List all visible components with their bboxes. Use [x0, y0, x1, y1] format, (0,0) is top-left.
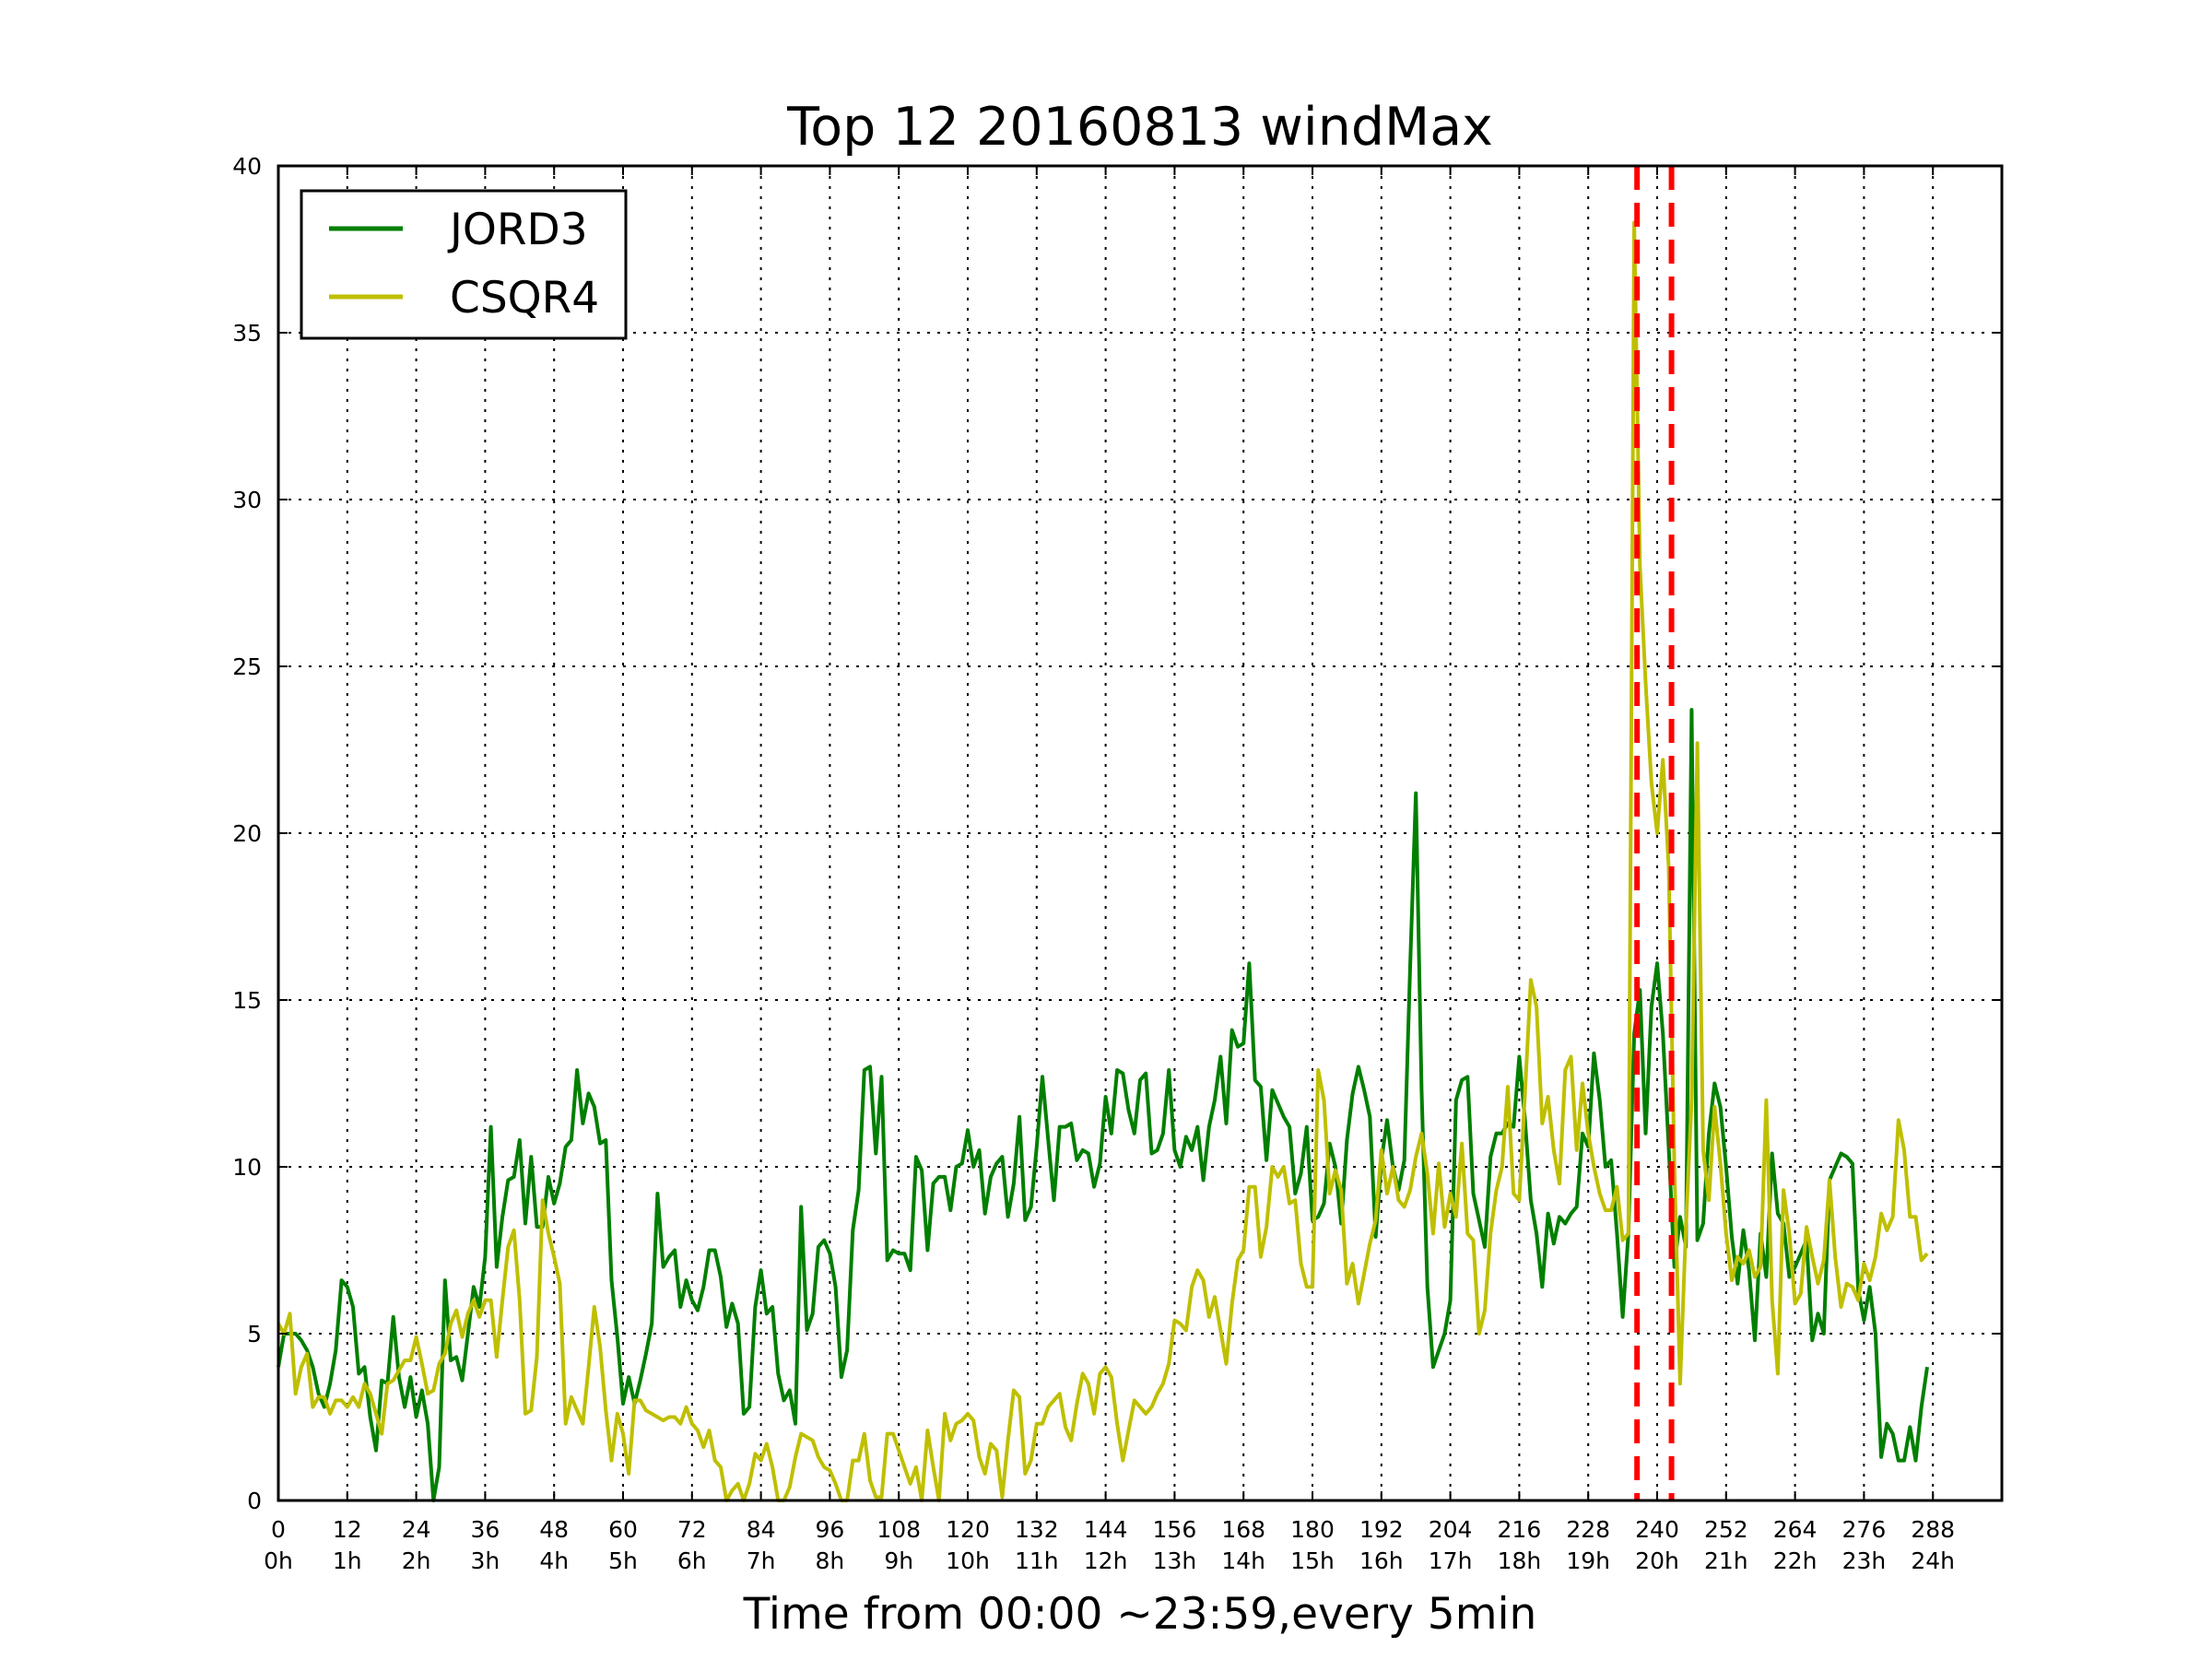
x-tick-label: 60 [608, 1516, 638, 1543]
y-tick-label: 10 [232, 1154, 262, 1181]
x-axis-label: Time from 00:00 ~23:59,every 5min [743, 1589, 1537, 1640]
legend-label-csqr4: CSQR4 [450, 273, 599, 324]
x-tick-hour-label: 13h [1153, 1547, 1197, 1574]
x-tick-hour-label: 17h [1429, 1547, 1473, 1574]
x-tick-label: 48 [539, 1516, 569, 1543]
x-tick-label: 12 [333, 1516, 362, 1543]
x-tick-label: 144 [1084, 1516, 1128, 1543]
x-tick-hour-label: 19h [1566, 1547, 1610, 1574]
x-tick-hour-label: 1h [333, 1547, 362, 1574]
x-tick-hour-label: 18h [1498, 1547, 1542, 1574]
x-tick-label: 84 [747, 1516, 776, 1543]
x-tick-hour-label: 8h [816, 1547, 845, 1574]
x-tick-label: 264 [1773, 1516, 1818, 1543]
x-tick-label: 276 [1842, 1516, 1887, 1543]
y-tick-label: 5 [247, 1321, 262, 1347]
x-tick-hour-label: 6h [677, 1547, 707, 1574]
x-tick-hour-label: 16h [1359, 1547, 1404, 1574]
x-tick-hour-label: 14h [1221, 1547, 1265, 1574]
y-tick-label: 35 [232, 320, 262, 347]
x-tick-hour-label: 11h [1015, 1547, 1059, 1574]
x-tick-label: 180 [1290, 1516, 1335, 1543]
grid-lines [278, 166, 2002, 1500]
x-tick-label: 36 [470, 1516, 500, 1543]
x-tick-label: 72 [677, 1516, 707, 1543]
marker-lines [1634, 166, 1675, 1500]
x-tick-label: 132 [1015, 1516, 1059, 1543]
x-tick-label: 156 [1153, 1516, 1197, 1543]
legend-items: JORD3 CSQR4 [329, 205, 599, 324]
x-tick-label: 108 [877, 1516, 921, 1543]
y-tick-label: 0 [247, 1488, 262, 1514]
x-tick-hour-label: 10h [946, 1547, 990, 1574]
y-tick-label: 20 [232, 820, 262, 847]
x-tick-hour-label: 2h [402, 1547, 431, 1574]
x-tick-hour-label: 12h [1084, 1547, 1128, 1574]
x-tick-label: 168 [1221, 1516, 1265, 1543]
x-tick-label: 288 [1911, 1516, 1955, 1543]
x-tick-hour-label: 22h [1773, 1547, 1818, 1574]
x-tick-hour-label: 20h [1635, 1547, 1679, 1574]
legend-box [300, 189, 628, 340]
x-tick-label: 96 [815, 1516, 844, 1543]
x-tick-hour-label: 24h [1911, 1547, 1955, 1574]
chart-title: Top 12 20160813 windMax [786, 97, 1493, 158]
x-tick-label: 228 [1566, 1516, 1610, 1543]
y-tick-label: 25 [232, 653, 262, 680]
y-tick-label: 40 [232, 153, 262, 180]
x-tick-hour-label: 7h [747, 1547, 776, 1574]
x-tick-label: 24 [402, 1516, 431, 1543]
legend-label-jord3: JORD3 [447, 205, 588, 255]
axis-ticks: 0 0h 12 1h 24 2h 36 3h 48 4h 60 5h 72 6h 84 7h 96 8h 108 9h… [232, 153, 2002, 1574]
x-tick-label: 240 [1635, 1516, 1679, 1543]
y-tick-label: 15 [232, 987, 262, 1014]
x-tick-label: 252 [1704, 1516, 1748, 1543]
x-tick-hour-label: 21h [1704, 1547, 1748, 1574]
series-line-jord3 [276, 708, 1929, 1502]
x-tick-hour-label: 4h [539, 1547, 569, 1574]
x-tick-label: 120 [946, 1516, 990, 1543]
series-line-csqr4 [276, 220, 1929, 1502]
legend: JORD3 CSQR4 [300, 189, 628, 340]
x-tick-hour-label: 3h [471, 1547, 500, 1574]
x-tick-hour-label: 0h [264, 1547, 293, 1574]
series-layer [276, 220, 1929, 1502]
x-tick-hour-label: 5h [608, 1547, 638, 1574]
x-tick-hour-label: 23h [1842, 1547, 1887, 1574]
y-tick-label: 30 [232, 487, 262, 513]
x-tick-label: 216 [1498, 1516, 1542, 1543]
x-tick-label: 0 [271, 1516, 286, 1543]
x-tick-hour-label: 15h [1290, 1547, 1335, 1574]
x-tick-label: 204 [1429, 1516, 1473, 1543]
x-tick-label: 192 [1359, 1516, 1404, 1543]
x-tick-hour-label: 9h [884, 1547, 913, 1574]
